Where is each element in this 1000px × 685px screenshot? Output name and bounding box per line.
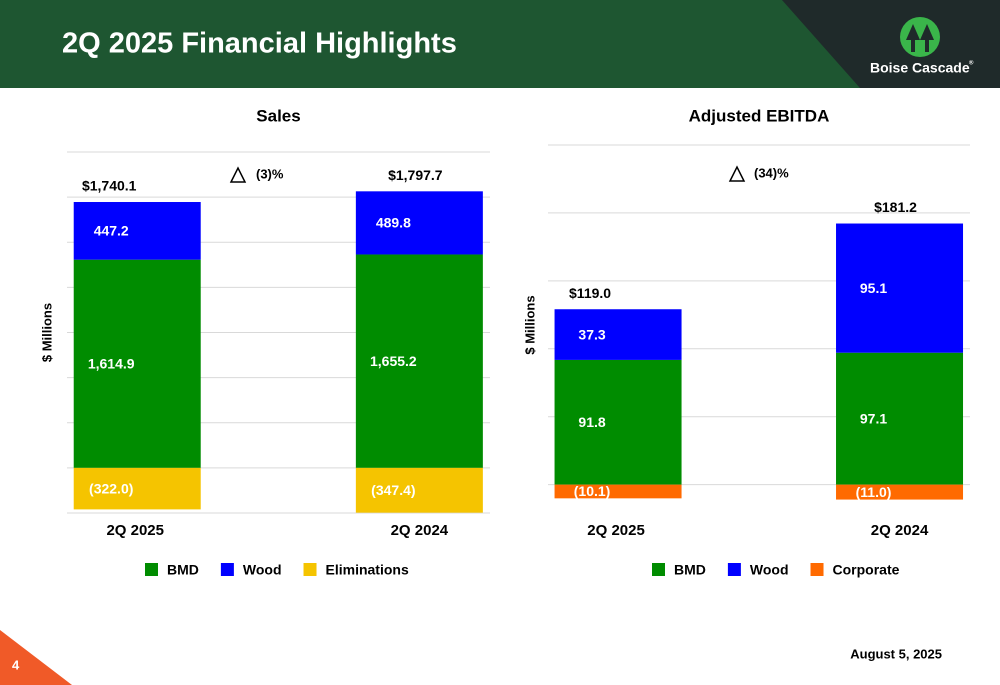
legend-swatch	[145, 563, 158, 576]
value-label: 97.1	[860, 410, 887, 426]
bar-segment	[355, 254, 483, 468]
total-label: $181.2	[874, 199, 917, 215]
total-label: $1,740.1	[82, 178, 137, 194]
corner-triangle	[0, 630, 72, 685]
change-label: (3)%	[256, 166, 284, 181]
value-label: 489.8	[376, 215, 411, 231]
value-label: 95.1	[860, 280, 887, 296]
legend-swatch	[220, 563, 234, 576]
bar-segment	[836, 484, 964, 500]
bar-segment	[73, 202, 201, 260]
value-label: 1,614.9	[88, 355, 135, 371]
total-label: $119.0	[569, 285, 611, 301]
value-label: (347.4)	[371, 482, 415, 498]
value-label: 37.3	[578, 326, 605, 342]
logo-mark: ®	[969, 60, 974, 67]
total-label: $1,797.7	[388, 167, 443, 183]
legend-label: Corporate	[833, 562, 900, 578]
chart-title: Sales	[256, 106, 300, 125]
bar-segment	[355, 467, 483, 513]
bar-segment	[73, 259, 201, 468]
bar-segment	[836, 352, 964, 485]
legend-swatch	[727, 563, 741, 576]
value-label: 447.2	[94, 223, 129, 239]
x-tick-label: 2Q 2025	[106, 522, 164, 539]
legend-label: Wood	[750, 562, 789, 578]
bar-segment	[836, 223, 964, 353]
delta-icon	[728, 165, 746, 182]
bar-segment	[73, 467, 201, 510]
x-tick-label: 2Q 2024	[871, 522, 929, 539]
page-number: 4	[12, 657, 20, 672]
legend-swatch	[810, 563, 824, 576]
legend-label: BMD	[674, 562, 706, 578]
legend-label: Wood	[243, 562, 282, 578]
slide-title: 2Q 2025 Financial Highlights	[62, 28, 457, 60]
value-label: (11.0)	[856, 484, 892, 500]
chart-title: Adjusted EBITDA	[689, 106, 830, 125]
logo-text: Boise Cascade	[870, 60, 970, 76]
x-tick-label: 2Q 2025	[587, 522, 645, 539]
x-tick-label: 2Q 2024	[391, 522, 449, 539]
logo-panel	[782, 0, 1000, 88]
legend-label: Eliminations	[326, 562, 409, 578]
value-label: (10.1)	[574, 483, 611, 499]
value-label: 1,655.2	[370, 353, 417, 369]
logo-icon	[900, 17, 940, 57]
legend-label: BMD	[167, 562, 199, 578]
legend-swatch	[652, 563, 665, 576]
legend-swatch	[303, 563, 317, 576]
y-axis-label: $ Millions	[522, 295, 537, 354]
delta-icon	[229, 166, 247, 183]
y-axis-label: $ Millions	[39, 303, 54, 362]
bar-segment	[554, 359, 682, 485]
value-label: (322.0)	[89, 480, 133, 496]
bar-segment	[355, 191, 483, 255]
change-label: (34)%	[754, 165, 789, 180]
value-label: 91.8	[578, 414, 605, 430]
bar-segment	[554, 484, 682, 499]
date: August 5, 2025	[850, 646, 942, 661]
bar-segment	[554, 309, 682, 360]
